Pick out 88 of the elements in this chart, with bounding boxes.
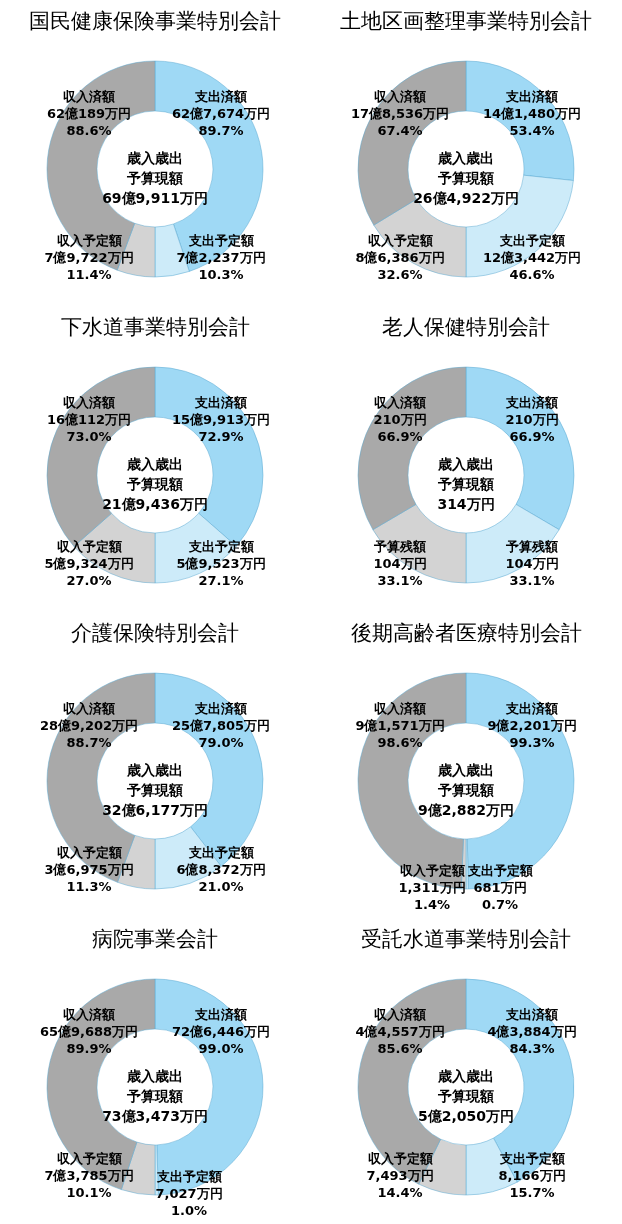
data-label: 1,311万円 1.4% [398, 880, 466, 912]
data-label: 4億4,557万円 85.6% [355, 1024, 445, 1056]
chart-title: 後期高齢者医療特別会計 [350, 621, 582, 645]
text: 歳入歳出予算現額 [126, 762, 183, 798]
chart-title: 受託水道事業特別会計 [361, 927, 571, 951]
chart-title: 介護保険特別会計 [71, 621, 239, 645]
data-label: 72億6,446万円 99.0% [171, 1024, 271, 1056]
slice-label: 収入予定額 [56, 1151, 122, 1166]
slice-label: 支出済額 [194, 395, 247, 410]
data-label: 104万円 33.1% [505, 556, 559, 588]
slice-label: 収入済額 [374, 701, 426, 716]
data-label: 4億3,884万円 84.3% [487, 1024, 577, 1056]
slice-label: 支出予定額 [498, 1151, 565, 1166]
chart-title: 老人保健特別会計 [382, 315, 550, 339]
data-label: 104万円 33.1% [373, 556, 427, 588]
data-label: 7億2,237万円 10.3% [176, 250, 266, 282]
data-label: 15億9,913万円 72.9% [171, 412, 271, 444]
slice-label: 支出済額 [505, 1007, 558, 1022]
chart-title: 国民健康保険事業特別会計 [29, 9, 281, 33]
data-label: 14億1,480万円 53.4% [482, 106, 582, 138]
text: 歳入歳出予算現額 [437, 762, 494, 798]
data-label: 28億9,202万円 88.7% [39, 718, 139, 750]
data-label: 17億8,536万円 67.4% [350, 106, 450, 138]
data-label: 7,493万円 14.4% [366, 1168, 434, 1200]
data-label: 3億6,975万円 11.3% [44, 862, 134, 894]
slice-label: 収入予定額 [367, 233, 433, 248]
slice-label: 支出済額 [194, 1007, 247, 1022]
data-label: 210万円 66.9% [505, 412, 559, 444]
text: 歳入歳出予算現額 [126, 150, 183, 186]
data-label: 62億7,674万円 89.7% [171, 106, 271, 138]
data-label: 65億9,688万円 89.9% [39, 1024, 139, 1056]
slice-label: 収入済額 [63, 701, 115, 716]
text: 21億9,436万円 [102, 496, 208, 512]
slice-label: 収入済額 [374, 1007, 426, 1022]
slice-label: 収入済額 [374, 89, 426, 104]
slice-label: 収入予定額 [367, 1151, 433, 1166]
data-label: 7,027万円 1.0% [155, 1186, 223, 1218]
data-label: 8,166万円 15.7% [498, 1168, 566, 1200]
slice-label: 予算残額 [373, 539, 426, 554]
text: 歳入歳出予算現額 [126, 1068, 183, 1104]
data-label: 25億7,805万円 79.0% [171, 718, 271, 750]
slice-label: 収入済額 [63, 89, 115, 104]
data-label: 681万円 0.7% [473, 880, 527, 912]
data-label: 5億9,523万円 27.1% [176, 556, 266, 588]
slice-label: 支出済額 [194, 701, 247, 716]
data-label: 7億9,722万円 11.4% [44, 250, 134, 282]
text: 32億6,177万円 [102, 802, 208, 818]
chart-title: 土地区画整理事業特別会計 [340, 9, 592, 33]
data-label: 5億9,324万円 27.0% [44, 556, 134, 588]
data-label: 8億6,386万円 32.6% [355, 250, 445, 282]
slice-label: 支出予定額 [466, 863, 533, 878]
text: 314万円 [437, 496, 495, 512]
slice-label: 収入予定額 [56, 233, 122, 248]
data-label: 12億3,442万円 46.6% [482, 250, 582, 282]
text: 73億3,473万円 [102, 1108, 208, 1124]
slice-label: 支出予定額 [187, 539, 254, 554]
data-label: 7億3,785万円 10.1% [44, 1168, 134, 1200]
data-label: 210万円 66.9% [373, 412, 427, 444]
chart-title: 病院事業会計 [92, 927, 218, 951]
slice-label: 支出予定額 [155, 1169, 222, 1184]
chart-title: 下水道事業特別会計 [60, 315, 250, 339]
text: 26億4,922万円 [413, 190, 519, 206]
slice-label: 支出済額 [505, 395, 558, 410]
text: 69億9,911万円 [102, 190, 208, 206]
slice-label: 支出済額 [505, 701, 558, 716]
slice-label: 収入済額 [63, 1007, 115, 1022]
slice-label: 収入予定額 [56, 539, 122, 554]
data-label: 62億189万円 88.6% [46, 106, 132, 138]
data-label: 6億8,372万円 21.0% [176, 862, 266, 894]
slice-label: 支出予定額 [498, 233, 565, 248]
data-label: 9億1,571万円 98.6% [355, 718, 445, 750]
text: 歳入歳出予算現額 [437, 1068, 494, 1104]
data-label: 9億2,201万円 99.3% [487, 718, 577, 750]
text: 歳入歳出予算現額 [437, 456, 494, 492]
text: 5億2,050万円 [417, 1108, 515, 1124]
slice-label: 支出済額 [505, 89, 558, 104]
slice-label: 支出済額 [194, 89, 247, 104]
slice-label: 予算残額 [505, 539, 558, 554]
slice-label: 収入予定額 [56, 845, 122, 860]
text: 歳入歳出予算現額 [126, 456, 183, 492]
data-label: 16億112万円 73.0% [46, 412, 132, 444]
text: 9億2,882万円 [417, 802, 515, 818]
slice-label: 収入予定額 [399, 863, 465, 878]
slice-label: 支出予定額 [187, 845, 254, 860]
slice-label: 収入済額 [63, 395, 115, 410]
text: 歳入歳出予算現額 [437, 150, 494, 186]
slice-label: 支出予定額 [187, 233, 254, 248]
slice-label: 収入済額 [374, 395, 426, 410]
